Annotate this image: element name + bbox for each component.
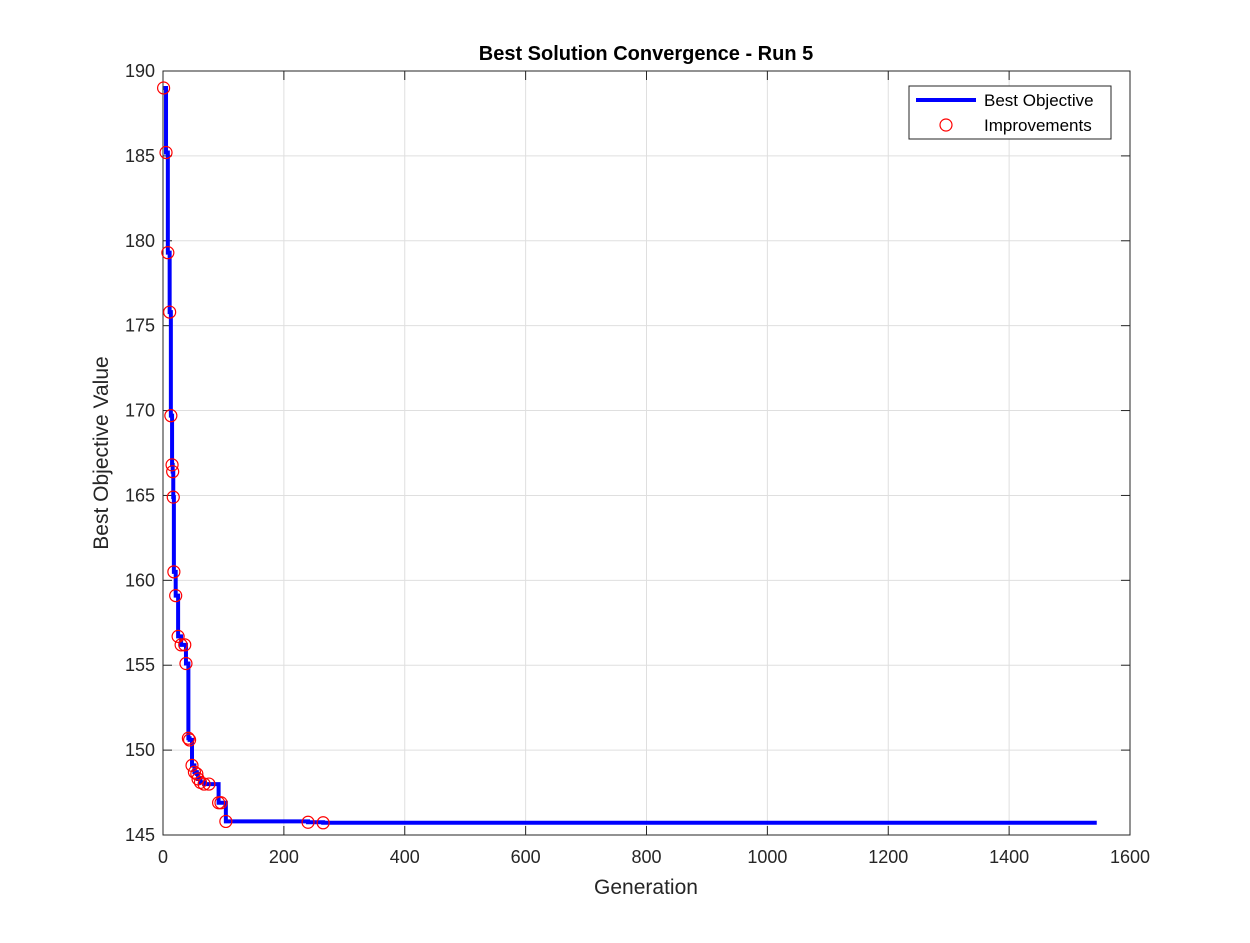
legend: Best Objective Improvements — [908, 85, 1112, 140]
y-tick-label: 150 — [125, 740, 155, 760]
x-tick-label: 400 — [390, 847, 420, 867]
improvement-marker — [181, 731, 195, 745]
improvement-marker — [163, 305, 177, 319]
improvement-marker — [179, 656, 193, 671]
y-tick-label: 185 — [125, 146, 155, 166]
improvement-marker — [214, 796, 228, 810]
improvement-marker — [202, 777, 216, 791]
y-axis-label: Best Objective Value — [90, 356, 113, 549]
y-tick-label: 190 — [125, 61, 155, 81]
y-tick-label: 165 — [125, 485, 155, 505]
improvement-marker — [167, 565, 181, 579]
y-tick-label: 180 — [125, 231, 155, 251]
grid-lines — [162, 70, 1131, 836]
chart-title: Best Solution Convergence - Run 5 — [479, 43, 813, 65]
series-line-best-objective — [163, 85, 1097, 825]
y-axis-ticks: 145 150 155 160 165 170 175 180 185 190 — [125, 61, 1130, 845]
improvement-marker — [197, 777, 211, 791]
x-axis-label: Generation — [594, 876, 698, 899]
improvement-marker — [301, 815, 315, 829]
series-layer — [157, 81, 1097, 830]
legend-label-improvements: Improvements — [984, 116, 1092, 135]
improvement-marker — [187, 765, 202, 779]
improvement-marker — [171, 629, 185, 643]
improvement-marker — [164, 409, 178, 423]
improvement-marker — [166, 465, 180, 479]
x-tick-label: 1000 — [747, 847, 787, 867]
y-tick-label: 155 — [125, 655, 155, 675]
x-tick-label: 1600 — [1110, 847, 1150, 867]
improvement-marker — [159, 145, 173, 160]
x-tick-label: 200 — [269, 847, 299, 867]
x-axis-ticks: 0 200 400 600 800 1000 1200 1400 1600 — [158, 71, 1150, 867]
x-tick-label: 0 — [158, 847, 168, 867]
x-tick-label: 1200 — [868, 847, 908, 867]
improvement-marker — [166, 490, 180, 504]
legend-marker-swatch — [939, 118, 953, 132]
y-tick-label: 160 — [125, 570, 155, 590]
improvement-marker — [157, 81, 171, 95]
improvement-marker — [219, 814, 233, 829]
x-tick-label: 600 — [511, 847, 541, 867]
improvement-marker — [182, 733, 197, 747]
x-tick-label: 1400 — [989, 847, 1029, 867]
x-tick-label: 800 — [631, 847, 661, 867]
improvement-marker — [178, 638, 192, 652]
legend-label-best-objective: Best Objective — [984, 91, 1094, 110]
y-tick-label: 175 — [125, 316, 155, 336]
y-tick-label: 170 — [125, 401, 155, 421]
y-tick-label: 145 — [125, 825, 155, 845]
improvement-marker — [165, 458, 179, 472]
improvement-marker — [174, 638, 188, 652]
improvement-marker — [169, 589, 183, 603]
improvement-marker — [316, 816, 330, 830]
improvement-marker — [161, 246, 175, 260]
improvement-marker — [190, 767, 204, 781]
